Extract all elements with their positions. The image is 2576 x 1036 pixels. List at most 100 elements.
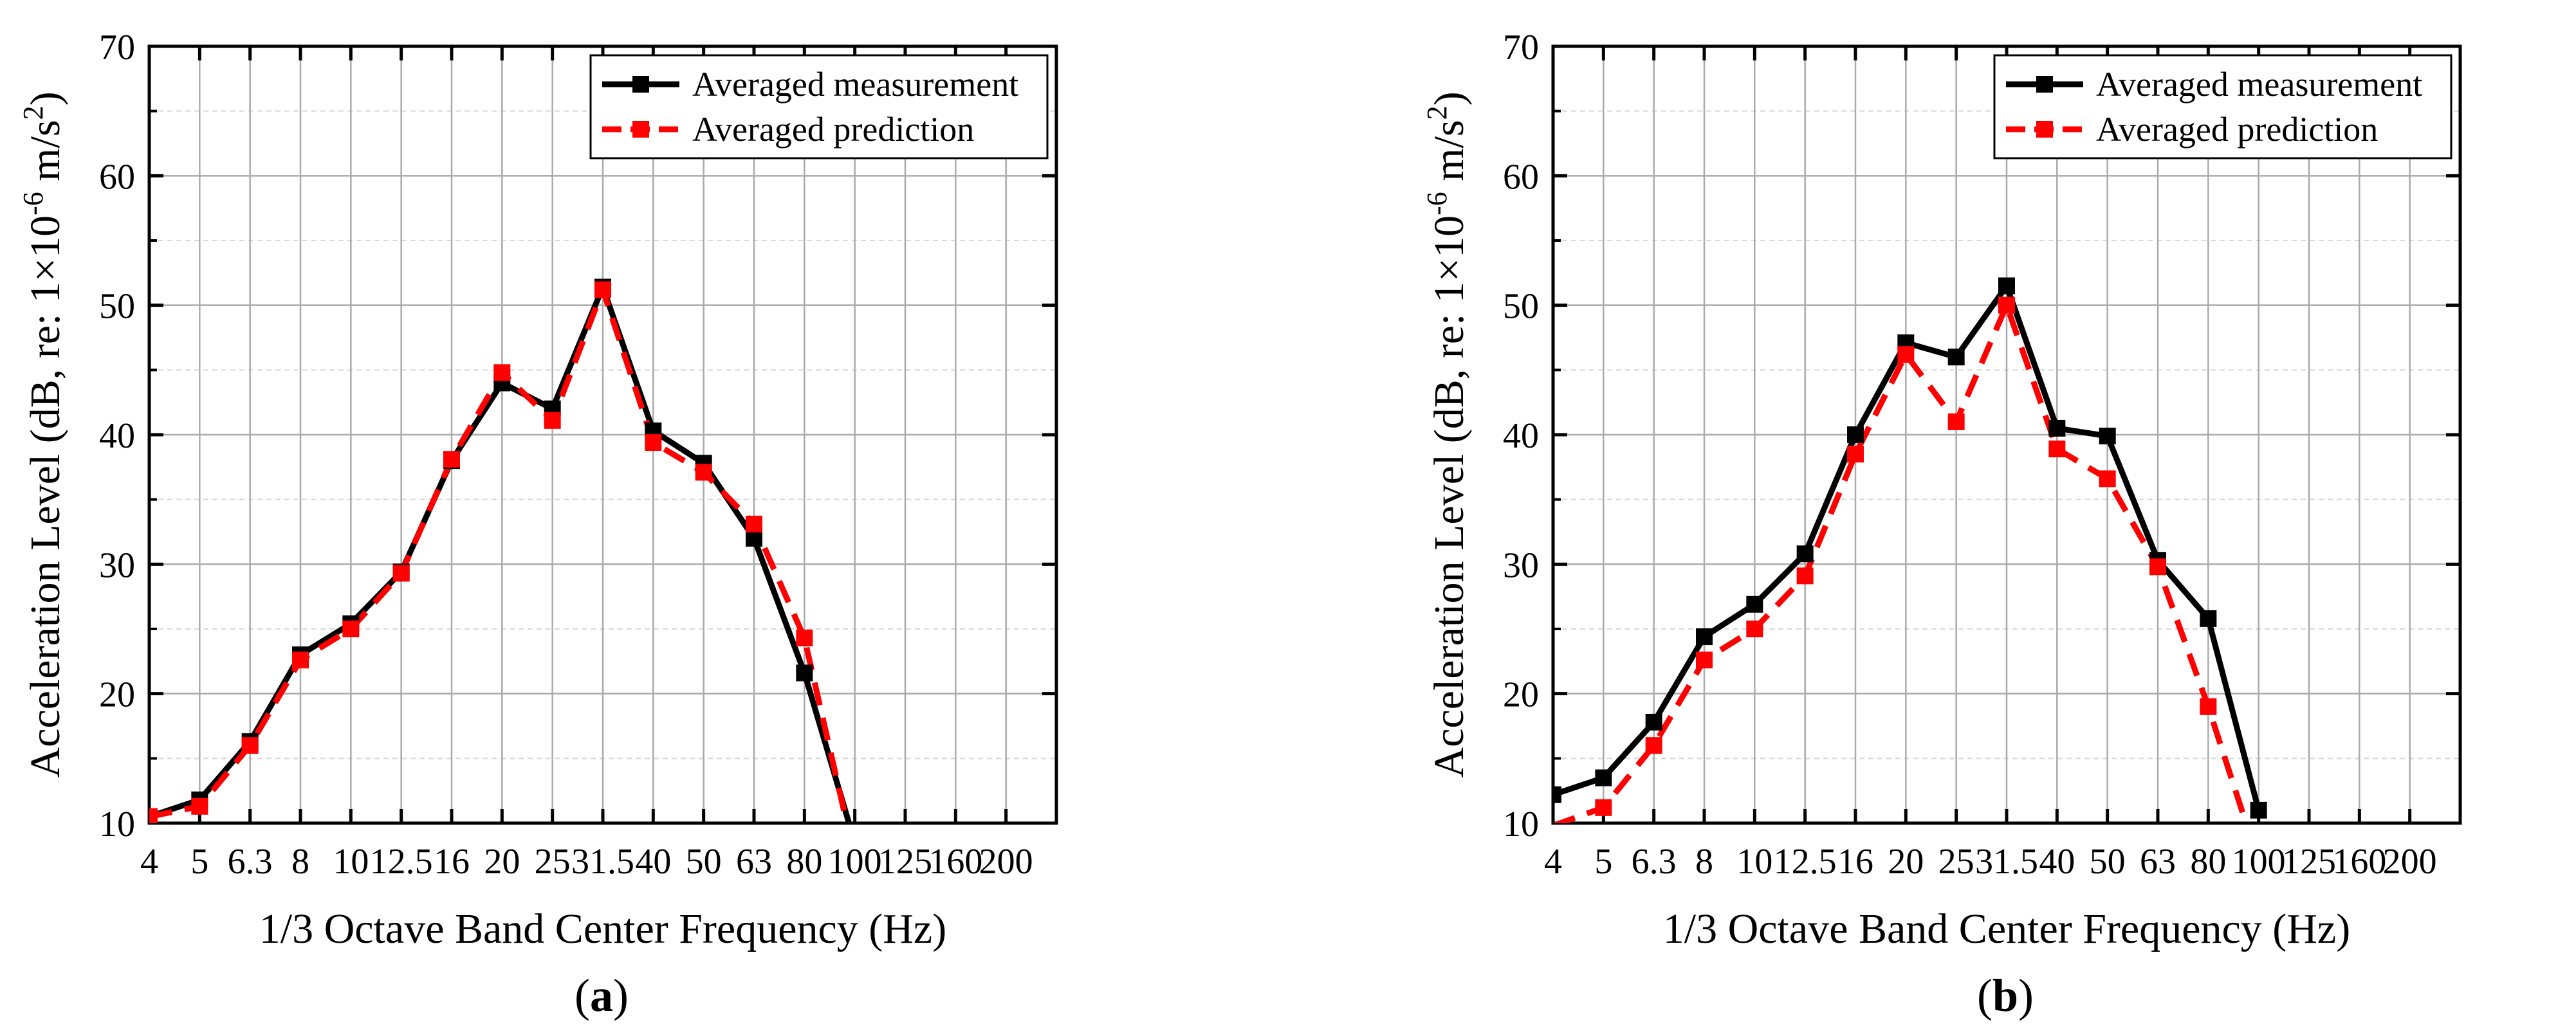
data-point-prediction xyxy=(695,464,712,481)
x-tick-label: 40 xyxy=(635,842,671,882)
data-point-prediction xyxy=(292,651,309,669)
y-tick-label: 20 xyxy=(1503,675,1539,715)
data-point-measurement xyxy=(746,530,762,547)
data-point-measurement xyxy=(1645,713,1662,731)
x-tick-label: 63 xyxy=(2140,842,2176,882)
legend: Averaged measurement Averaged prediction xyxy=(589,54,1049,159)
legend-marker xyxy=(2036,121,2053,138)
data-point-prediction xyxy=(149,808,158,823)
data-point-prediction xyxy=(1696,651,1713,669)
y-axis-title: Acceleration Level (dB, re: 1×10-6 m/s2) xyxy=(1421,91,1473,777)
y-tick-label: 60 xyxy=(99,157,135,197)
y-tick-label: 60 xyxy=(1503,157,1539,197)
panel-label-letter: b xyxy=(1992,970,2018,1021)
y-axis-title-unit-exp: 2 xyxy=(1421,105,1453,120)
series-line-prediction xyxy=(1553,302,2249,823)
x-tick-label: 16 xyxy=(434,842,470,882)
x-tick-label: 12.5 xyxy=(370,842,433,882)
x-tick-label: 4 xyxy=(140,842,158,882)
x-tick-label: 80 xyxy=(786,842,822,882)
data-point-prediction xyxy=(1847,446,1864,463)
panel-label-letter: a xyxy=(590,970,613,1021)
x-tick-label: 31.5 xyxy=(1975,842,2038,882)
y-tick-label: 20 xyxy=(99,675,135,715)
data-point-prediction xyxy=(342,621,360,637)
y-axis-title-unit-exp: 2 xyxy=(17,105,49,120)
x-tick-label: 25 xyxy=(1938,842,1974,882)
x-tick-label: 125 xyxy=(2282,842,2336,882)
x-tick-label: 160 xyxy=(928,842,982,882)
y-tick-label: 50 xyxy=(99,287,135,327)
legend-marker xyxy=(2036,76,2053,93)
y-tick-label: 70 xyxy=(1503,28,1539,68)
y-tick-label: 50 xyxy=(1503,287,1539,327)
x-tick-label: 200 xyxy=(979,842,1033,882)
panel-label: (b) xyxy=(1977,970,2034,1021)
x-tick-label: 16 xyxy=(1837,842,1873,882)
data-point-prediction xyxy=(1645,737,1662,754)
x-tick-label: 50 xyxy=(686,842,722,882)
legend: Averaged measurement Averaged prediction xyxy=(1993,54,2452,159)
data-point-prediction xyxy=(1796,567,1814,585)
legend-box xyxy=(1993,54,2452,159)
data-point-measurement xyxy=(1947,349,1965,366)
plot-area xyxy=(1553,277,2267,823)
x-tick-label: 50 xyxy=(2090,842,2126,882)
x-axis-title: 1/3 Octave Band Center Frequency (Hz) xyxy=(1663,905,2350,952)
y-axis-title-unit: m/s xyxy=(22,120,69,192)
y-tick-label: 40 xyxy=(99,416,135,456)
x-tick-label: 20 xyxy=(484,842,520,882)
data-point-prediction xyxy=(645,434,662,451)
x-tick-label: 8 xyxy=(291,842,309,882)
y-axis-title-exp: -6 xyxy=(1421,192,1453,215)
y-axis-title-end: ) xyxy=(22,91,69,105)
data-point-prediction xyxy=(2048,441,2066,458)
x-tick-label: 160 xyxy=(2332,842,2386,882)
x-tick-label: 4 xyxy=(1544,842,1562,882)
data-point-measurement xyxy=(2250,801,2267,819)
data-point-measurement xyxy=(2099,428,2116,445)
legend-box xyxy=(589,54,1049,159)
legend-marker xyxy=(632,121,649,138)
data-point-prediction xyxy=(2149,558,2166,576)
y-axis-title-main: Acceleration Level (dB, re: 1×10 xyxy=(22,215,69,778)
x-tick-label: 20 xyxy=(1888,842,1924,882)
legend-label: Averaged measurement xyxy=(692,65,1018,104)
data-point-prediction xyxy=(191,797,208,815)
data-point-prediction xyxy=(1746,621,1763,637)
data-point-prediction xyxy=(594,281,611,298)
data-point-prediction xyxy=(1947,413,1965,430)
x-tick-label: 31.5 xyxy=(571,842,634,882)
data-point-measurement xyxy=(2048,419,2066,437)
x-tick-label: 40 xyxy=(2039,842,2075,882)
x-axis-title: 1/3 Octave Band Center Frequency (Hz) xyxy=(259,905,946,952)
x-tick-label: 100 xyxy=(2232,842,2286,882)
y-axis-title-main: Acceleration Level (dB, re: 1×10 xyxy=(1426,215,1473,778)
x-tick-label: 8 xyxy=(1695,842,1713,882)
data-point-measurement xyxy=(1847,426,1864,443)
y-axis-title-exp: -6 xyxy=(17,192,49,215)
data-point-prediction xyxy=(241,737,259,754)
y-tick-label: 70 xyxy=(99,28,135,68)
x-tick-label: 6.3 xyxy=(1632,842,1677,882)
x-tick-label: 12.5 xyxy=(1774,842,1837,882)
data-point-prediction xyxy=(1595,799,1612,816)
legend-label: Averaged prediction xyxy=(2096,110,2378,149)
x-tick-label: 63 xyxy=(736,842,772,882)
y-tick-label: 40 xyxy=(1503,416,1539,456)
y-tick-label: 30 xyxy=(1503,545,1539,585)
x-tick-label: 200 xyxy=(2383,842,2437,882)
x-tick-label: 125 xyxy=(878,842,932,882)
data-point-prediction xyxy=(493,364,511,381)
data-point-prediction xyxy=(544,412,561,429)
data-point-measurement xyxy=(1998,277,2015,295)
data-point-measurement xyxy=(1796,545,1814,563)
x-tick-label: 80 xyxy=(2190,842,2226,882)
data-point-prediction xyxy=(1897,346,1915,363)
data-point-prediction xyxy=(2099,470,2116,487)
plot-area xyxy=(149,278,852,823)
y-axis-title-end: ) xyxy=(1426,91,1473,105)
